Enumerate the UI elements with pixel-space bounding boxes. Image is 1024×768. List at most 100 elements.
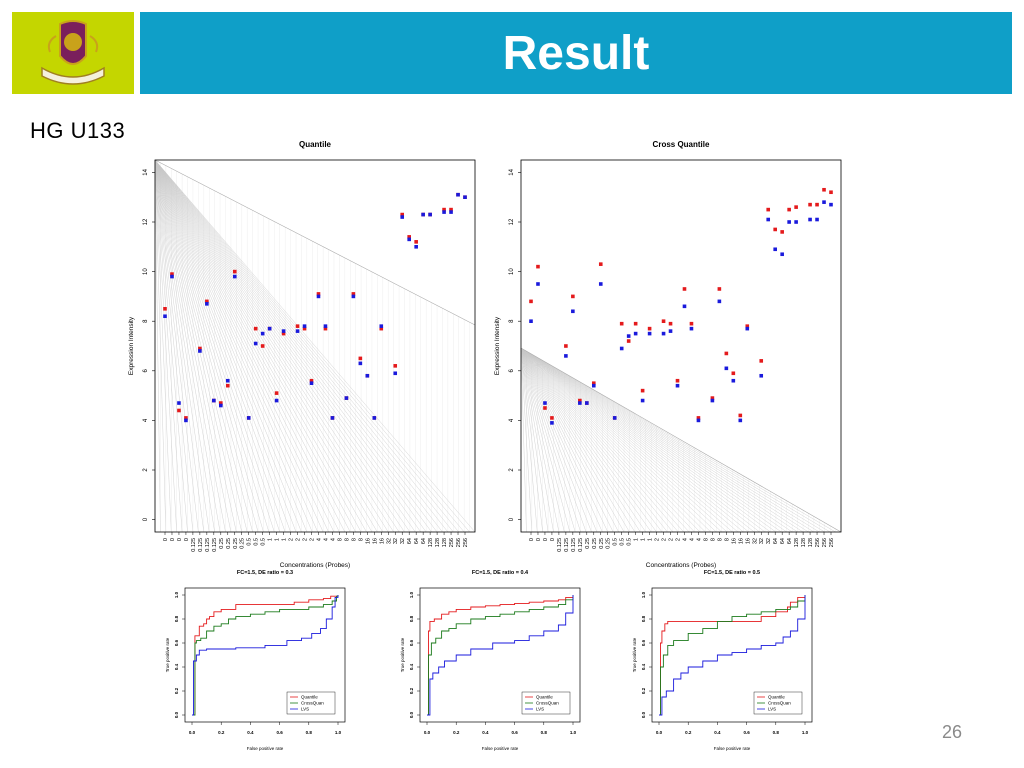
fan-line xyxy=(154,159,199,533)
y-tick-label: 0.6 xyxy=(641,639,646,646)
data-point xyxy=(372,416,377,420)
data-point xyxy=(225,378,230,383)
fan-line xyxy=(154,159,205,533)
x-tick-label: 256 xyxy=(449,538,455,547)
data-point xyxy=(323,326,328,331)
data-point xyxy=(351,294,356,299)
fan-line xyxy=(154,159,432,533)
data-point xyxy=(330,416,335,420)
data-point xyxy=(633,321,638,326)
data-point xyxy=(578,398,582,403)
x-tick-label: 0 xyxy=(529,538,535,541)
y-tick-label: 0.2 xyxy=(174,687,179,694)
fan-line xyxy=(520,347,603,533)
y-axis-label: True positive rate xyxy=(400,637,405,672)
data-point xyxy=(442,210,446,214)
y-tick-label: 0 xyxy=(509,517,515,521)
x-tick-label: 2 xyxy=(676,538,682,541)
fan-line xyxy=(520,347,679,533)
fan-line xyxy=(154,159,454,533)
fan-line xyxy=(520,347,625,533)
fan-line xyxy=(520,347,549,533)
fan-line xyxy=(154,159,449,533)
data-point xyxy=(456,192,460,197)
data-point xyxy=(731,378,736,383)
data-point xyxy=(163,307,167,311)
data-point xyxy=(449,210,453,214)
y-tick-label: 4 xyxy=(143,418,149,422)
plot-frame xyxy=(154,159,476,533)
data-point xyxy=(442,207,446,212)
x-tick-label: 8 xyxy=(337,538,343,541)
data-point xyxy=(571,294,575,299)
roc-line-quantile xyxy=(427,595,574,716)
fan-line xyxy=(154,159,367,533)
data-point xyxy=(759,373,764,378)
data-point xyxy=(675,378,680,383)
x-tick-label: 16 xyxy=(731,538,737,544)
data-point xyxy=(689,326,694,331)
data-point xyxy=(773,227,777,232)
x-tick-label: 16 xyxy=(738,538,744,544)
data-point xyxy=(766,217,771,222)
plot-frame xyxy=(520,159,842,533)
fan-line xyxy=(154,159,161,533)
fan-line xyxy=(520,347,733,533)
data-point xyxy=(689,321,694,326)
data-point xyxy=(682,287,687,291)
data-point xyxy=(463,195,467,199)
x-tick-label: 0.8 xyxy=(773,730,780,735)
fan-line xyxy=(154,159,438,533)
x-tick-label: 0.4 xyxy=(714,730,721,735)
data-point xyxy=(564,354,568,358)
x-tick-label: 4 xyxy=(316,538,322,541)
fan-line xyxy=(154,159,248,533)
x-tick-label: 1 xyxy=(268,538,274,541)
data-point xyxy=(626,339,631,343)
data-point xyxy=(787,220,791,224)
data-point xyxy=(400,215,405,219)
fan-line xyxy=(154,159,286,533)
data-point xyxy=(253,326,258,331)
data-point xyxy=(550,416,554,420)
data-point xyxy=(731,371,736,376)
x-tick-label: 256 xyxy=(463,538,469,547)
x-tick-label: 0.125 xyxy=(212,538,218,552)
fan-line xyxy=(520,347,836,533)
x-tick-label: 0.125 xyxy=(198,538,204,552)
chart-title: Cross Quantile xyxy=(653,140,710,149)
data-point xyxy=(794,205,798,209)
y-tick-label: 0 xyxy=(143,517,149,521)
y-tick-label: 0.4 xyxy=(174,663,179,670)
roc-line-quantile xyxy=(192,595,339,716)
data-point xyxy=(710,396,715,400)
data-point xyxy=(170,272,174,276)
x-tick-label: 16 xyxy=(365,538,371,544)
y-tick-label: 0.8 xyxy=(174,615,179,622)
data-point xyxy=(379,326,384,331)
data-point xyxy=(724,351,729,356)
data-point xyxy=(640,398,645,403)
fan-line xyxy=(154,159,356,533)
data-point xyxy=(379,324,384,328)
data-point xyxy=(822,200,826,204)
data-point xyxy=(281,331,286,336)
x-tick-label: 128 xyxy=(794,538,800,547)
fan-line xyxy=(154,159,411,533)
fan-line xyxy=(520,347,630,533)
y-tick-label: 0.0 xyxy=(409,711,414,718)
data-point xyxy=(414,245,418,249)
fan-line xyxy=(520,347,684,533)
y-tick-label: 1.0 xyxy=(409,591,414,598)
data-point xyxy=(738,418,743,423)
y-tick-label: 10 xyxy=(143,268,149,275)
data-point xyxy=(822,187,826,192)
legend-label: Quantile xyxy=(536,695,553,700)
scatter-panel-0: Quantile Concentrations (Probes) Expressio… xyxy=(128,140,476,569)
x-tick-label: 64 xyxy=(787,538,793,544)
data-point xyxy=(414,240,418,244)
fan-line xyxy=(520,347,581,533)
x-tick-label: 0.5 xyxy=(620,538,626,546)
x-tick-label: 0 xyxy=(543,538,549,541)
